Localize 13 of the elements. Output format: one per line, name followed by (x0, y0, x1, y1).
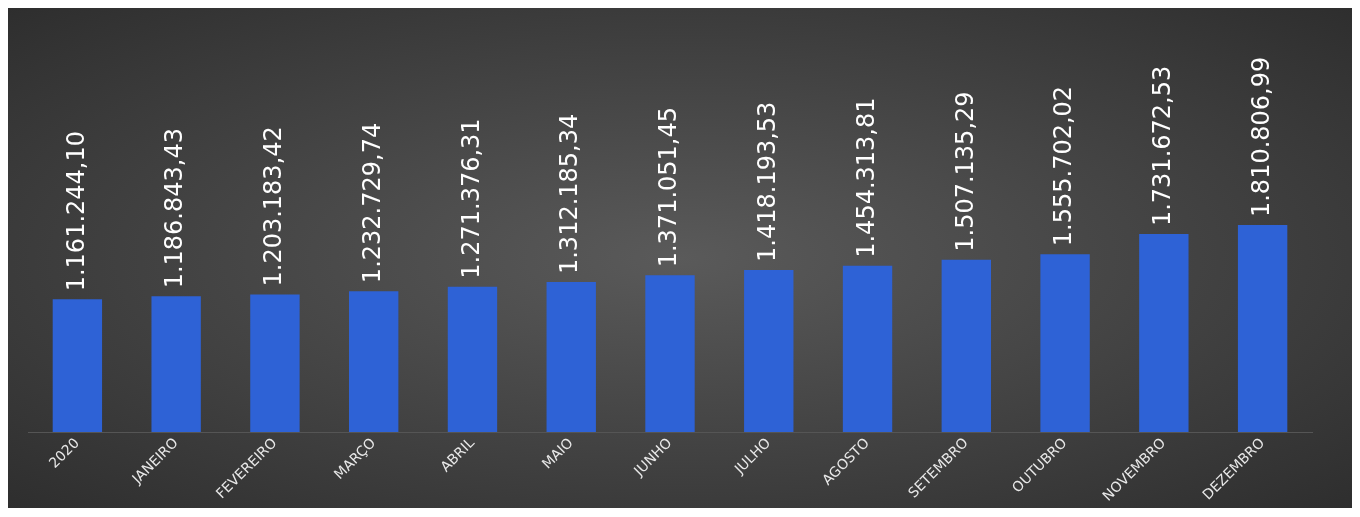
data-label: 1.454.313,81 (851, 97, 880, 258)
data-label: 1.232.729,74 (357, 122, 386, 284)
data-label: 1.161.244,10 (61, 130, 90, 292)
data-label: 1.810.806,99 (1246, 56, 1275, 218)
data-label: 1.371.051,45 (654, 107, 683, 268)
data-label: 1.186.843,43 (160, 128, 189, 289)
data-label: 1.507.135,29 (950, 91, 979, 252)
data-label: 1.203.183,42 (259, 126, 288, 287)
data-label: 1.271.376,31 (456, 118, 485, 279)
data-label: 1.418.193,53 (753, 101, 781, 262)
data-label: 1.555.702,02 (1049, 85, 1078, 247)
data-label: 1.731.672,53 (1148, 65, 1177, 227)
data-label: 1.312.185,34 (555, 113, 584, 275)
